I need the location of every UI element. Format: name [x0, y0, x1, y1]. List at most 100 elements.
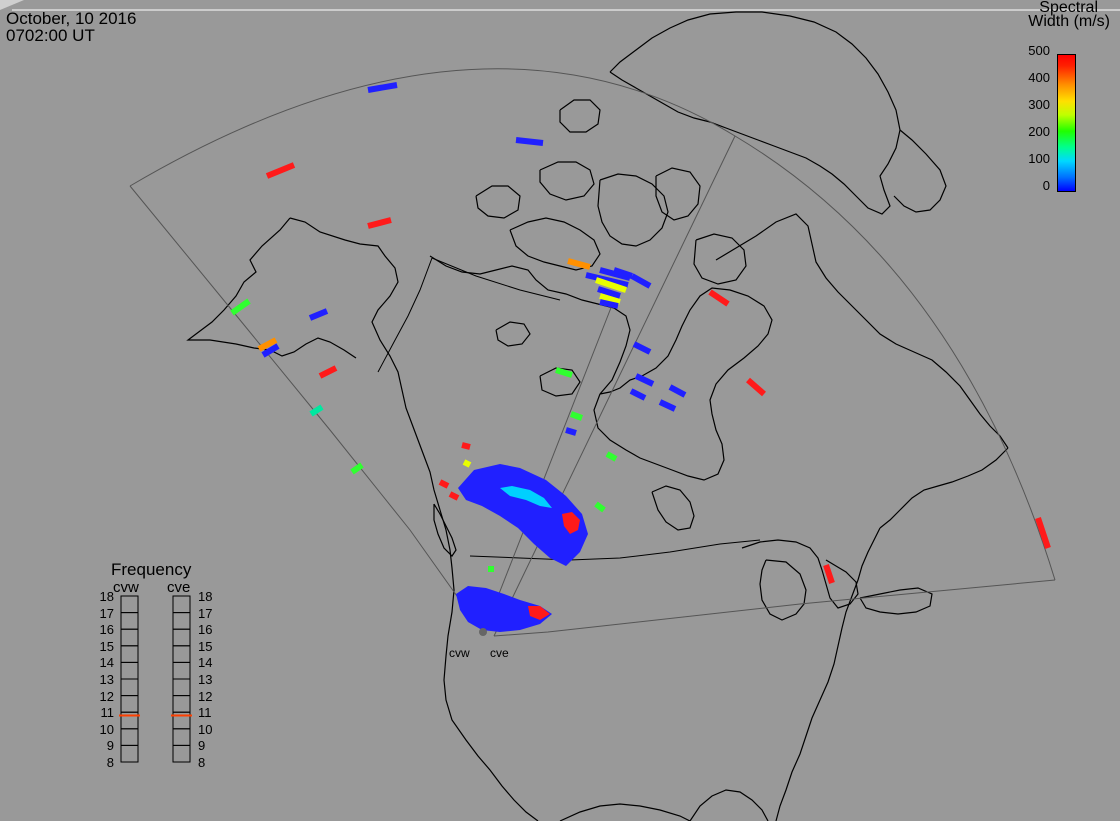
frequency-cell	[172, 628, 191, 647]
scatter-cell	[309, 404, 324, 417]
frequency-scale-label: 14	[99, 655, 114, 671]
scatter-cell	[605, 451, 618, 462]
scatter-cell	[613, 267, 633, 279]
scatter-cell	[515, 137, 544, 146]
scatter-cell	[569, 411, 584, 421]
scatter-cell	[629, 388, 647, 401]
site-label-cvw: cvw	[449, 646, 470, 660]
scatter-cell	[462, 459, 472, 468]
scatter-cell	[630, 273, 652, 289]
scatter-cell	[257, 337, 278, 352]
frequency-scale-label: 10	[99, 721, 114, 737]
scatter-patch	[528, 606, 550, 620]
scatter-patch	[456, 586, 552, 632]
frequency-cell	[172, 728, 191, 746]
frequency-radar-label-cvw: cvw	[113, 579, 139, 596]
scatter-cell	[594, 501, 606, 513]
scatter-cell	[565, 427, 577, 436]
scatter-cell	[823, 564, 835, 584]
scatter-cell	[448, 491, 460, 501]
frequency-scale-label: 16	[99, 622, 114, 638]
scatter-cell	[461, 442, 471, 450]
colorbar-units: Width (m/s)	[1028, 13, 1110, 30]
scatter-cell	[350, 462, 364, 475]
frequency-scale-label: 8	[198, 755, 206, 770]
colorbar-tick: 400	[1028, 70, 1050, 85]
scatter-cell	[230, 298, 251, 316]
scatter-patch	[562, 512, 580, 534]
scatter-cell	[367, 82, 398, 93]
frequency-scale-label: 18	[99, 589, 114, 604]
frequency-scale-label: 11	[198, 705, 212, 721]
scatter-cell	[668, 384, 687, 398]
fov-right-edge	[493, 579, 1056, 637]
fov-outer-arc	[129, 68, 1056, 581]
colorbar-title: Spectral	[1039, 0, 1098, 16]
frequency-cell	[120, 678, 139, 697]
alaska-canada-border	[377, 257, 433, 373]
scatter-cell	[318, 365, 338, 379]
scatter-cell	[567, 258, 591, 270]
frequency-cell	[172, 744, 191, 763]
scatter-cell	[265, 162, 296, 179]
scatter-cell	[585, 272, 629, 288]
frequency-cell	[172, 661, 191, 680]
frequency-cell	[172, 595, 191, 614]
frequency-cell	[172, 645, 191, 663]
site-label-cve: cve	[490, 646, 509, 660]
colorbar-tick: 300	[1028, 97, 1050, 112]
frequency-cell	[172, 678, 191, 697]
scatter-cell	[658, 399, 677, 412]
fov-outline	[129, 68, 1056, 637]
scatter-cell	[746, 377, 766, 397]
frequency-scale-label: 14	[198, 655, 213, 671]
scatter-patch	[458, 464, 588, 566]
frequency-cell	[120, 612, 139, 630]
frequency-scale-label: 12	[99, 688, 114, 704]
frequency-scale-label: 15	[198, 638, 213, 654]
frequency-cell	[120, 628, 139, 647]
colorbar-tick: 100	[1028, 151, 1050, 166]
frequency-scale-label: 9	[106, 738, 114, 754]
time-label: 0702:00 UT	[6, 26, 95, 45]
backscatter-cells	[230, 82, 1051, 632]
colorbar-tick: 0	[1042, 178, 1050, 193]
scatter-cell	[261, 343, 280, 358]
scatter-cell	[632, 341, 652, 355]
colorbar-tick: 200	[1028, 124, 1050, 139]
territory-border	[431, 257, 561, 301]
scatter-cell	[599, 293, 621, 305]
frequency-scale	[119, 595, 192, 763]
scatter-patch	[488, 566, 494, 572]
fov-cvw-inner-edge	[483, 299, 615, 633]
coastlines	[186, 11, 1009, 821]
frequency-scale-label: 12	[198, 688, 213, 704]
scatter-cell	[367, 217, 392, 229]
scatter-cell	[595, 277, 627, 293]
page-corner-fold	[0, 0, 24, 10]
date-label: October, 10 2016	[6, 9, 137, 28]
frequency-scale-label: 17	[198, 605, 213, 621]
scatter-cell	[634, 373, 655, 387]
frequency-cell	[120, 728, 139, 746]
colorbar-tick: 500	[1028, 43, 1050, 58]
colorbar	[1057, 54, 1076, 192]
frequency-scale-label: 8	[106, 755, 114, 770]
frequency-scale-label: 10	[198, 721, 213, 737]
frequency-scale-label: 13	[198, 672, 213, 687]
frequency-scale-label: 9	[198, 738, 206, 754]
frequency-scale-label: 18	[198, 589, 213, 604]
fov-cve-inner-edge	[493, 135, 736, 637]
frequency-cell	[120, 744, 139, 763]
scatter-patch	[500, 486, 552, 508]
frequency-scale-label: 17	[99, 605, 114, 621]
frequency-scale-label: 11	[100, 705, 115, 721]
frequency-title: Frequency	[111, 560, 192, 579]
scatter-cell	[599, 299, 619, 309]
frequency-scale-label: 13	[99, 672, 114, 687]
fov-left-edge	[129, 185, 475, 621]
frequency-cell	[120, 595, 139, 614]
frequency-cell	[172, 695, 191, 713]
frequency-scale-label: 16	[198, 622, 213, 638]
